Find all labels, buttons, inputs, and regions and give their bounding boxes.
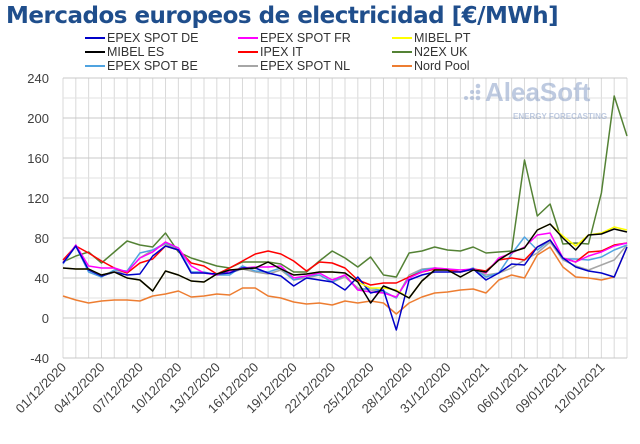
series-line-mibel-es xyxy=(62,223,628,304)
legend-label: Nord Pool xyxy=(414,59,470,73)
legend-label: EPEX SPOT NL xyxy=(260,59,350,73)
series-line-epex-spot-fr xyxy=(62,232,628,298)
legend-label: MIBEL PT xyxy=(414,31,471,45)
y-tick-label: 120 xyxy=(27,191,49,206)
legend-label: EPEX SPOT DE xyxy=(107,31,198,45)
logo-dots-icon xyxy=(464,83,481,101)
x-axis-ticks: 01/12/202004/12/202007/12/202010/12/2020… xyxy=(12,360,607,417)
y-tick-label: -40 xyxy=(30,351,49,366)
legend: EPEX SPOT DE EPEX SPOT FR MIBEL PT MIBEL ES… xyxy=(85,31,471,73)
y-tick-label: 0 xyxy=(42,311,49,326)
series-line-ipex-it xyxy=(62,239,628,286)
logo-tagline: ENERGY FORECASTING xyxy=(513,112,607,121)
series-line-nord-pool xyxy=(62,246,628,315)
y-axis-ticks: -40 0 40 80 120 160 200 240 xyxy=(27,71,49,366)
aleasoft-watermark: AleaSoft ENERGY FORECASTING xyxy=(464,77,607,121)
y-tick-label: 200 xyxy=(27,111,49,126)
series-lines xyxy=(62,95,628,331)
legend-label: IPEX IT xyxy=(260,45,303,59)
y-tick-label: 240 xyxy=(27,71,49,86)
legend-label: MIBEL ES xyxy=(107,45,164,59)
legend-label: EPEX SPOT FR xyxy=(260,31,351,45)
logo-brand: AleaSoft xyxy=(485,77,591,107)
y-tick-label: 40 xyxy=(35,271,49,286)
legend-label: N2EX UK xyxy=(414,45,468,59)
y-tick-label: 80 xyxy=(35,231,49,246)
chart-title: Mercados europeos de electricidad [€/MWh… xyxy=(6,3,559,29)
legend-label: EPEX SPOT BE xyxy=(107,59,198,73)
series-line-epex-spot-de xyxy=(62,239,628,331)
series-line-n2ex-uk xyxy=(62,95,628,278)
grid xyxy=(62,77,628,359)
y-tick-label: 160 xyxy=(27,151,49,166)
